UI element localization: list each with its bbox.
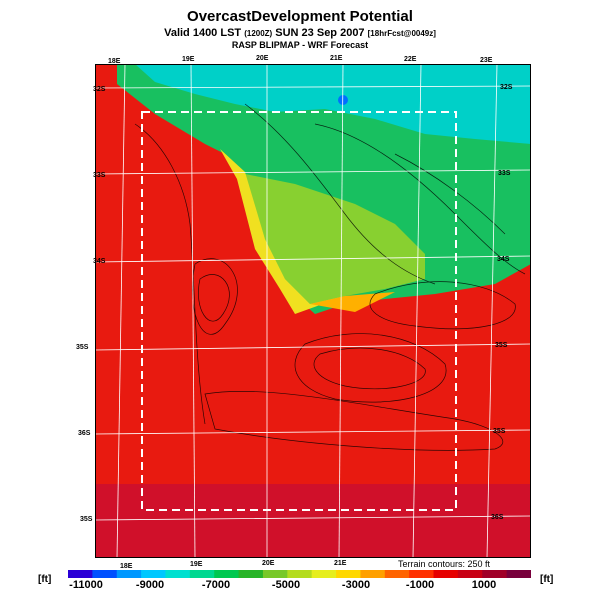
colorbar-swatch [165,570,191,578]
colorbar-swatch [116,570,142,578]
lat-right-label: 36S [491,514,504,521]
colorbar-swatch [238,570,264,578]
valid-main: Valid 1400 LST [164,27,242,39]
lon-top-label: 21E [330,55,343,62]
lat-lon-grid [95,64,531,558]
colorbar-label: -7000 [201,579,231,591]
colorbar-label: 1000 [471,579,497,591]
lon-top-label: 20E [256,55,269,62]
forecast-info: [18hrFcst@0049z] [367,29,436,38]
lat-left-label: 32S [93,86,106,93]
lat-left-label: 36S [78,430,91,437]
valid-time: Valid 1400 LST (1200Z) SUN 23 Sep 2007 [… [0,27,600,39]
colorbar-swatch [433,570,459,578]
lon-bottom-label: 21E [334,560,347,567]
colorbar-swatch [336,570,361,578]
lon-bottom-label: 19E [190,561,203,568]
colorbar-label: -1000 [405,579,435,591]
lat-left-label: 35S [76,344,89,351]
colorbar-swatch [409,570,435,578]
colorbar-swatch [311,570,337,578]
lat-right-label: 32S [500,84,513,91]
yellow-edge [220,149,345,314]
valid-utc: (1200Z) [244,29,273,38]
terrain-contours-note: Terrain contours: 250 ft [398,559,491,569]
orange-edge [310,292,395,312]
forecast-map [95,64,531,558]
colorbar [68,570,531,578]
map-south-band [95,484,531,558]
colorbar-swatch [214,570,240,578]
colorbar-label: -5000 [271,579,301,591]
colorbar-swatch [68,570,93,578]
terrain-contours [134,103,526,451]
colorbar-swatch [92,570,118,578]
lat-right-label: 35S [493,428,506,435]
lon-bottom-label: 18E [120,563,133,570]
map-frame [95,64,531,558]
lat-right-label: 34S [497,256,510,263]
lon-top-label: 19E [182,56,195,63]
colorbar-swatch [141,570,166,578]
colorbar-swatch [457,570,483,578]
colorbar-swatch [482,570,508,578]
lon-bottom-label: 20E [262,560,275,567]
lat-right-label: 35S [495,342,508,349]
colorbar-label: -11000 [69,579,103,591]
lon-top-label: 23E [480,57,493,64]
chart-subtitle: RASP BLIPMAP - WRF Forecast [231,40,369,50]
colorbar-swatch [360,570,386,578]
valid-date: SUN 23 Sep 2007 [275,27,365,39]
lat-left-label: 35S [80,516,93,523]
colorbar-swatch [506,570,531,578]
lat-left-label: 33S [93,172,106,179]
light-green-zone [245,174,425,304]
colorbar-label: -9000 [135,579,165,591]
inner-domain-box [141,111,457,511]
colorbar-swatch [262,570,288,578]
cyan-zone [135,64,531,144]
lon-top-label: 18E [108,58,121,65]
lat-left-label: 34S [93,258,106,265]
lat-right-label: 33S [498,170,511,177]
chart-title: OvercastDevelopment Potential [187,8,413,25]
colorbar-swatch [287,570,313,578]
colorbar-label: -3000 [341,579,371,591]
lon-top-label: 22E [404,56,417,63]
unit-left: [ft] [38,574,52,585]
colorbar-swatch [189,570,215,578]
unit-right: [ft] [540,574,554,585]
colorbar-swatch [384,570,410,578]
